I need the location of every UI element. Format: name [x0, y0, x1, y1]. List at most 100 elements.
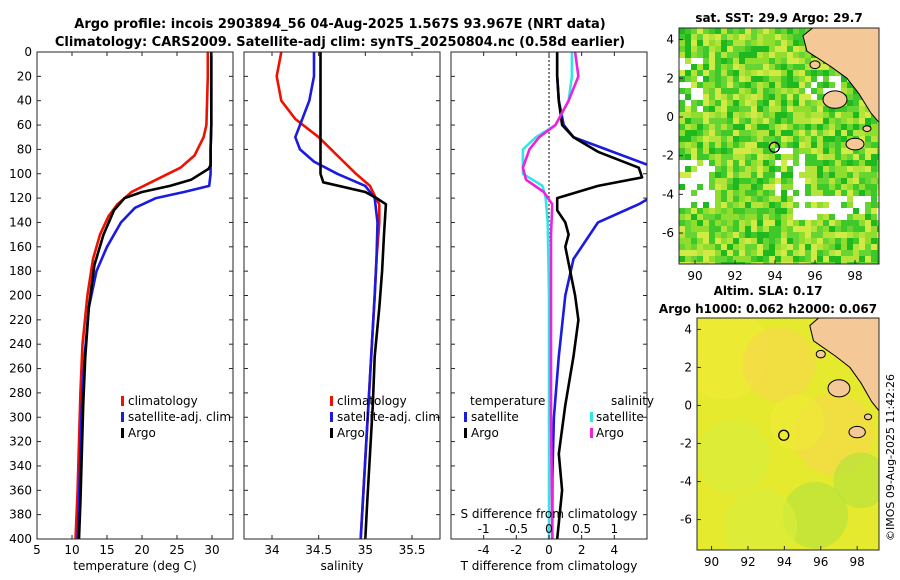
sst-pixel: [817, 70, 823, 76]
sst-pixel: [805, 232, 811, 238]
sst-pixel: [685, 106, 691, 112]
sla-map-title: Altim. SLA: 0.17: [714, 284, 823, 298]
sst-pixel: [715, 178, 721, 184]
sst-pixel: [715, 190, 721, 196]
sst-pixel: [691, 130, 697, 136]
sst-pixel: [757, 202, 763, 208]
sst-pixel: [871, 178, 877, 184]
sst-pixel: [685, 118, 691, 124]
sst-pixel: [679, 148, 685, 154]
sst-pixel: [859, 226, 865, 232]
sst-pixel: [733, 70, 739, 76]
sst-pixel: [871, 166, 877, 172]
sst-island: [809, 60, 821, 70]
sst-pixel: [721, 250, 727, 256]
sst-pixel: [811, 154, 817, 160]
sla-ytick-label: -6: [680, 513, 692, 527]
sst-pixel: [793, 76, 799, 82]
difference-legend-title-salinity: salinity: [611, 394, 654, 408]
sst-pixel: [751, 112, 757, 118]
sst-pixel: [745, 130, 751, 136]
sst-pixel: [829, 130, 835, 136]
sst-pixel: [733, 178, 739, 184]
sst-pixel: [739, 196, 745, 202]
sst-pixel: [769, 100, 775, 106]
sst-pixel: [745, 136, 751, 142]
sst-pixel: [721, 148, 727, 154]
sst-pixel: [679, 136, 685, 142]
sst-pixel: [703, 136, 709, 142]
sst-pixel: [865, 112, 871, 118]
sst-pixel: [865, 202, 871, 208]
sst-pixel: [877, 178, 879, 184]
sst-pixel: [715, 100, 721, 106]
sst-pixel: [823, 136, 829, 142]
sst-pixel: [715, 256, 721, 262]
sst-pixel: [787, 244, 793, 250]
sst-pixel: [733, 118, 739, 124]
sst-pixel: [817, 106, 823, 112]
sst-pixel: [757, 190, 763, 196]
sst-pixel: [787, 208, 793, 214]
sst-pixel: [799, 256, 805, 262]
sst-pixel: [715, 184, 721, 190]
sst-pixel: [793, 178, 799, 184]
sst-pixel: [751, 124, 757, 130]
sst-pixel: [703, 142, 709, 148]
sst-pixel: [805, 178, 811, 184]
sst-pixel: [823, 124, 829, 130]
sst-pixel: [787, 184, 793, 190]
sst-pixel: [745, 262, 751, 264]
sst-pixel: [703, 34, 709, 40]
sst-pixel: [757, 178, 763, 184]
sst-pixel: [853, 166, 859, 172]
sst-pixel: [697, 58, 703, 64]
sst-pixel: [847, 262, 853, 264]
sst-pixel: [763, 184, 769, 190]
sst-pixel: [703, 208, 709, 214]
sst-pixel: [685, 100, 691, 106]
sst-pixel: [805, 76, 811, 82]
sst-pixel: [793, 28, 799, 34]
sst-pixel: [877, 166, 879, 172]
sst-pixel: [823, 214, 829, 220]
sst-pixel: [751, 40, 757, 46]
sst-pixel: [697, 178, 703, 184]
sst-pixel: [745, 70, 751, 76]
sst-pixel: [679, 46, 685, 52]
sst-pixel: [721, 262, 727, 264]
depth-ytick-label: 40: [17, 94, 32, 108]
difference-top-xlabel: S difference from climatology: [461, 507, 638, 521]
sst-pixel: [835, 214, 841, 220]
sst-pixel: [769, 88, 775, 94]
sst-pixel: [805, 106, 811, 112]
sst-pixel: [733, 130, 739, 136]
sst-pixel: [745, 148, 751, 154]
sst-pixel: [709, 52, 715, 58]
sst-pixel: [715, 106, 721, 112]
sst-pixel: [793, 190, 799, 196]
sst-pixel: [811, 238, 817, 244]
sst-pixel: [727, 250, 733, 256]
sst-pixel: [871, 118, 877, 124]
difference-xlabel: T difference from climatology: [460, 559, 638, 573]
sst-pixel: [859, 124, 865, 130]
sst-pixel: [817, 214, 823, 220]
sst-pixel: [817, 208, 823, 214]
sst-pixel: [691, 220, 697, 226]
sst-pixel: [709, 184, 715, 190]
sst-pixel: [763, 154, 769, 160]
sst-pixel: [685, 142, 691, 148]
sst-pixel: [721, 208, 727, 214]
sst-pixel: [865, 172, 871, 178]
sst-pixel: [721, 160, 727, 166]
sst-pixel: [727, 28, 733, 34]
sst-pixel: [715, 124, 721, 130]
sst-pixel: [799, 154, 805, 160]
sst-map-title: sat. SST: 29.9 Argo: 29.7: [695, 11, 862, 25]
sst-pixel: [751, 172, 757, 178]
sst-pixel: [781, 148, 787, 154]
sst-pixel: [691, 70, 697, 76]
sst-pixel: [775, 52, 781, 58]
sst-pixel: [757, 58, 763, 64]
